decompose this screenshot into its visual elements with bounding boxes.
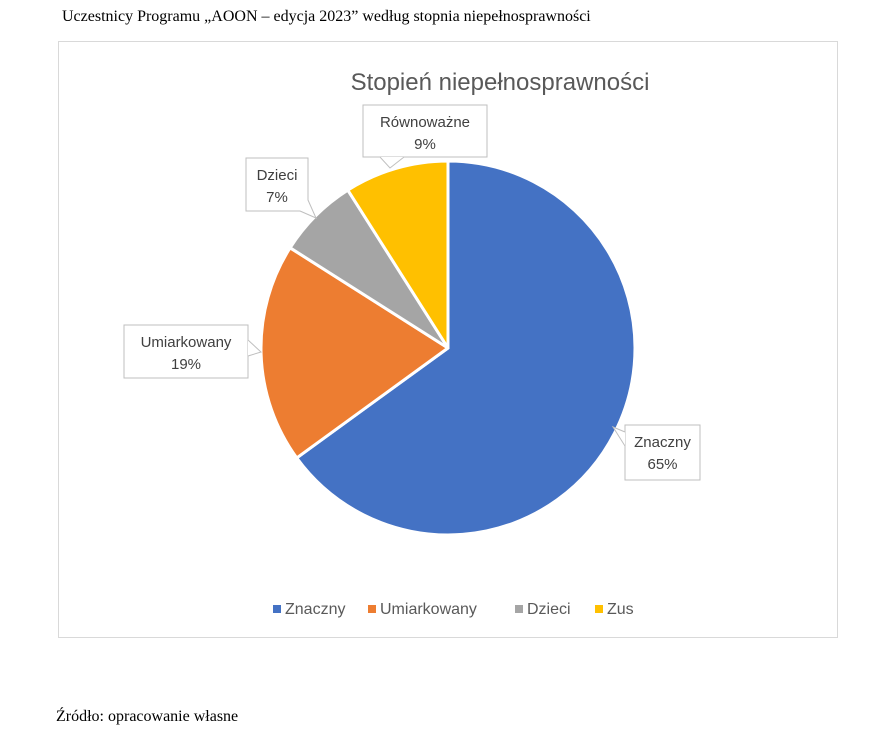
data-labels: Znaczny 65% Umiarkowany 19% Dzieci 7% Równoważ… bbox=[123, 104, 701, 481]
data-label-name: Równoważne bbox=[380, 114, 470, 131]
callout-box bbox=[245, 157, 309, 212]
legend-swatch bbox=[595, 605, 603, 613]
pie-slice-zus bbox=[346, 159, 450, 350]
legend-swatch bbox=[515, 605, 523, 613]
data-label-znaczny: Znaczny 65% bbox=[611, 424, 701, 481]
pie-slices bbox=[259, 159, 637, 537]
callout-box bbox=[624, 424, 701, 481]
legend-swatch bbox=[273, 605, 281, 613]
callout-box bbox=[123, 324, 249, 379]
data-label-percent: 19% bbox=[171, 356, 201, 373]
legend-label: Umiarkowany bbox=[380, 601, 477, 618]
data-label-percent: 7% bbox=[266, 189, 288, 206]
callout-pointer bbox=[299, 199, 317, 219]
legend-label: Znaczny bbox=[285, 601, 345, 618]
data-label-name: Znaczny bbox=[634, 434, 691, 451]
chart-title: Stopień niepełnosprawności bbox=[351, 69, 650, 96]
legend-item-dzieci: Dzieci bbox=[515, 601, 571, 618]
legend-label: Dzieci bbox=[527, 601, 571, 618]
data-label-umiarkowany: Umiarkowany 19% bbox=[123, 324, 262, 379]
legend-item-zus: Zus bbox=[595, 601, 634, 618]
data-label-dzieci: Dzieci 7% bbox=[245, 157, 317, 219]
callout-box bbox=[362, 104, 488, 158]
data-label-percent: 65% bbox=[647, 456, 677, 473]
legend: Znaczny Umiarkowany Dzieci Zus bbox=[273, 601, 634, 618]
callout-pointer bbox=[247, 339, 262, 357]
callout-pointer bbox=[611, 425, 626, 447]
figure-caption: Uczestnicy Programu „AOON – edycja 2023”… bbox=[62, 8, 591, 25]
data-label-name: Dzieci bbox=[257, 167, 298, 184]
legend-item-umiarkowany: Umiarkowany bbox=[368, 601, 477, 618]
data-label-zus: Równoważne 9% bbox=[362, 104, 488, 169]
data-label-percent: 9% bbox=[414, 136, 436, 153]
legend-label: Zus bbox=[607, 601, 634, 618]
source-note: Źródło: opracowanie własne bbox=[56, 708, 239, 725]
pie-slice-znaczny bbox=[295, 159, 637, 537]
legend-item-znaczny: Znaczny bbox=[273, 601, 345, 618]
legend-swatch bbox=[368, 605, 376, 613]
data-label-name: Umiarkowany bbox=[141, 334, 232, 351]
callout-pointer bbox=[379, 156, 405, 169]
pie-slice-umiarkowany bbox=[259, 246, 450, 460]
